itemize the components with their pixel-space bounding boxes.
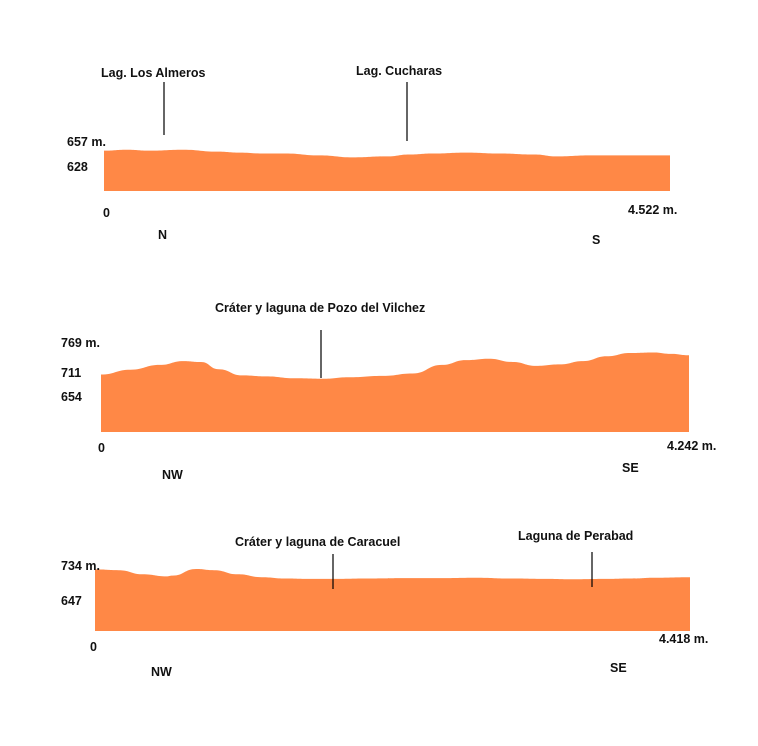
annotation-group-1: Lag. Los Almeros Lag. Cucharas <box>101 64 442 141</box>
y-label-middle: 711 <box>61 366 81 380</box>
elevation-area-3 <box>95 569 690 631</box>
x-end-label: 4.418 m. <box>659 632 708 646</box>
direction-end-label: SE <box>622 461 639 475</box>
x-end-label: 4.242 m. <box>667 439 716 453</box>
elevation-profile-1: Lag. Los Almeros Lag. Cucharas 657 m. 628… <box>67 64 677 247</box>
direction-start-label: NW <box>162 468 183 482</box>
annotation-group-2: Cráter y laguna de Pozo del Vilchez <box>215 301 425 378</box>
direction-end-label: S <box>592 233 600 247</box>
annotation-label: Cráter y laguna de Pozo del Vilchez <box>215 301 425 315</box>
x-start-label: 0 <box>90 640 97 654</box>
y-label-bottom: 628 <box>67 160 88 174</box>
y-label-top: 657 m. <box>67 135 106 149</box>
x-end-label: 4.522 m. <box>628 203 677 217</box>
y-label-top: 734 m. <box>61 559 100 573</box>
x-start-label: 0 <box>98 441 105 455</box>
annotation-label: Laguna de Perabad <box>518 529 633 543</box>
elevation-profile-3: Cráter y laguna de Caracuel Laguna de Per… <box>61 529 708 679</box>
elevation-profile-2: Cráter y laguna de Pozo del Vilchez 769 … <box>61 301 716 482</box>
x-start-label: 0 <box>103 206 110 220</box>
elevation-area-2 <box>101 352 689 432</box>
annotation-label: Lag. Cucharas <box>356 64 442 78</box>
elevation-area-1 <box>104 149 670 191</box>
annotation-label: Cráter y laguna de Caracuel <box>235 535 400 549</box>
direction-start-label: N <box>158 228 167 242</box>
annotation-label: Lag. Los Almeros <box>101 66 205 80</box>
y-label-bottom: 654 <box>61 390 82 404</box>
y-label-bottom: 647 <box>61 594 82 608</box>
annotation-group-3: Cráter y laguna de Caracuel Laguna de Per… <box>235 529 633 589</box>
y-label-top: 769 m. <box>61 336 100 350</box>
direction-start-label: NW <box>151 665 172 679</box>
direction-end-label: SE <box>610 661 627 675</box>
